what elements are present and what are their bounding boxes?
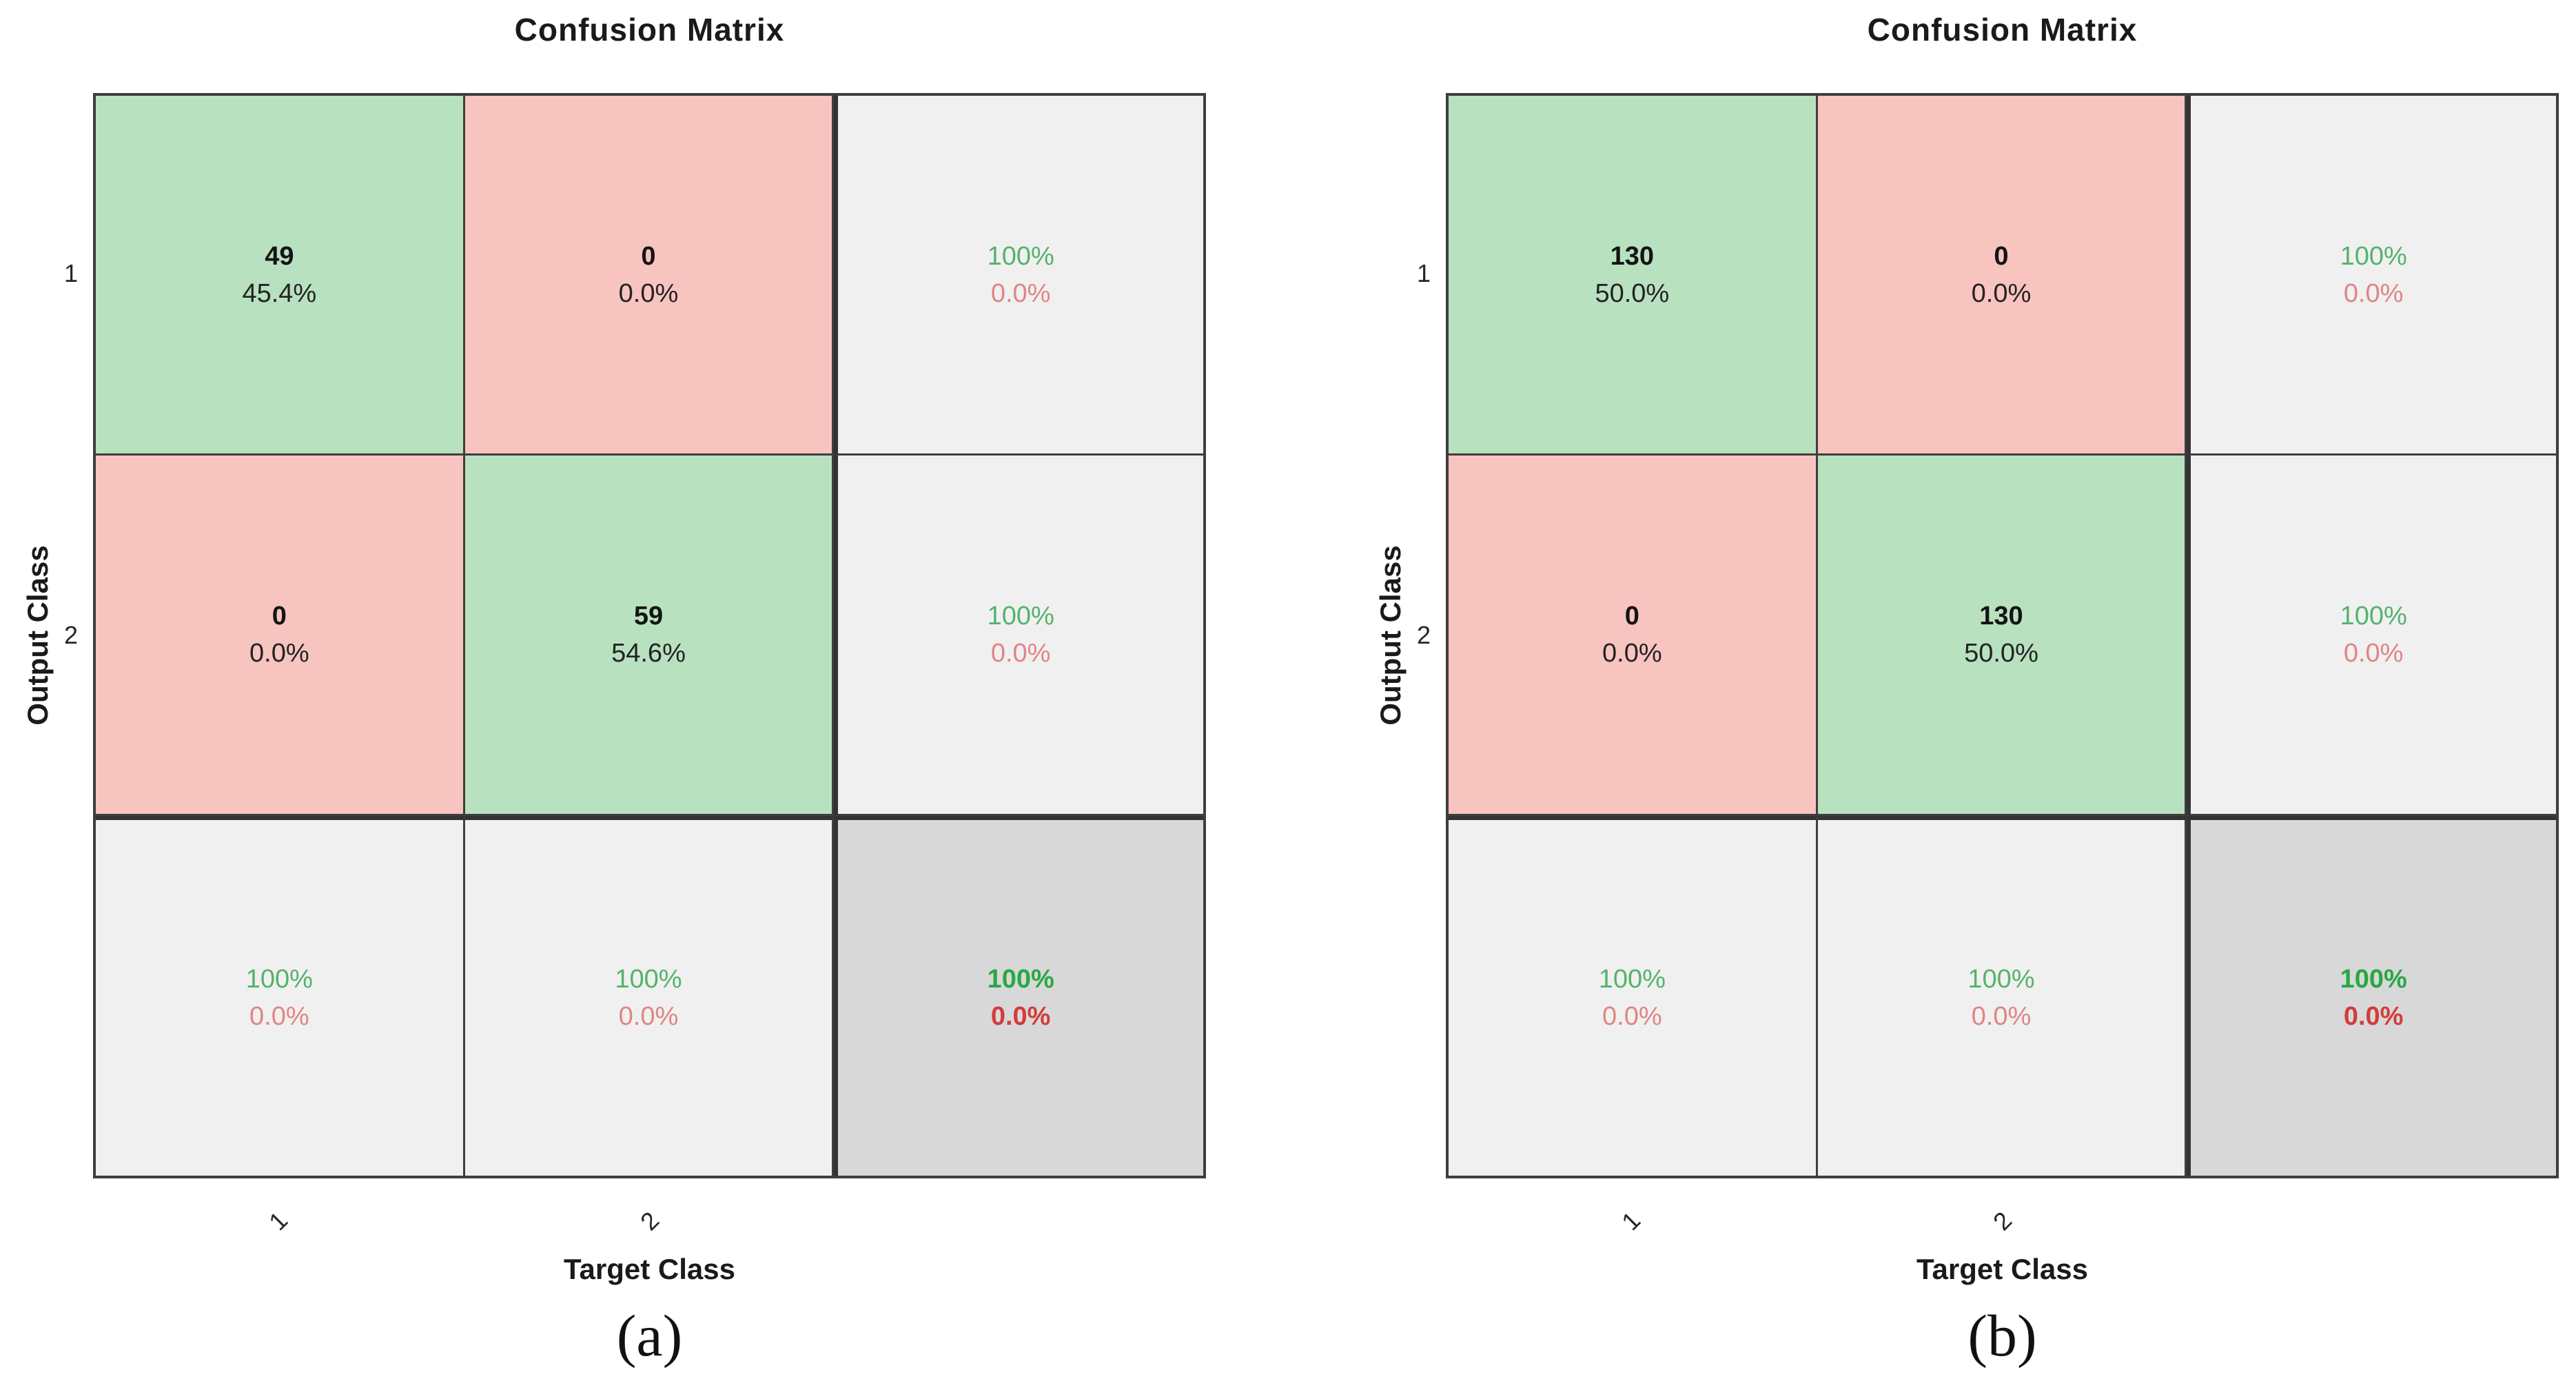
row-summary-cell-r2: 100% 0.0% (2187, 456, 2556, 816)
summary-positive: 100% (1598, 964, 1666, 994)
summary-negative: 0.0% (990, 278, 1051, 308)
x-tick-1: 1 (263, 1206, 294, 1236)
y-axis-label: Output Class (21, 545, 54, 726)
summary-positive: 100% (2340, 601, 2407, 631)
cell-percent: 54.6% (611, 638, 686, 668)
summary-positive: 100% (615, 964, 682, 994)
matrix-cell-r1c1: 49 45.4% (96, 96, 465, 456)
summary-negative: 0.0% (990, 638, 1051, 668)
y-axis-label: Output Class (1374, 545, 1407, 726)
cell-percent: 50.0% (1964, 638, 2038, 668)
summary-positive: 100% (245, 964, 313, 994)
subfigure-caption-b: (b) (1967, 1302, 2037, 1369)
cell-count: 130 (1979, 601, 2023, 631)
cell-count: 0 (1994, 241, 2009, 271)
col-summary-cell-c1: 100% 0.0% (1449, 815, 1818, 1176)
summary-positive: 100% (987, 241, 1054, 271)
row-summary-cell-r2: 100% 0.0% (834, 456, 1203, 816)
summary-positive: 100% (987, 964, 1054, 994)
confusion-matrix-panel-b: Confusion Matrix Output Class 1 2 130 50… (1374, 0, 2559, 1381)
y-tick-1: 1 (63, 259, 78, 287)
chart-title: Confusion Matrix (514, 12, 785, 48)
summary-positive: 100% (2340, 241, 2407, 271)
overall-accuracy-cell: 100% 0.0% (2187, 815, 2556, 1176)
row-summary-cell-r1: 100% 0.0% (834, 96, 1203, 456)
matrix-cell-r2c2: 59 54.6% (464, 456, 835, 816)
summary-positive: 100% (987, 601, 1054, 631)
cell-percent: 0.0% (249, 638, 309, 668)
cell-percent: 0.0% (1602, 638, 1662, 668)
cell-count: 0 (272, 601, 287, 631)
confusion-matrix-grid: 130 50.0% 0 0.0% 100% 0.0% 0 0.0% 130 50… (1446, 93, 2559, 1178)
x-axis-label: Target Class (564, 1253, 735, 1285)
col-summary-cell-c2: 100% 0.0% (1817, 815, 2187, 1176)
cell-count: 0 (1624, 601, 1639, 631)
summary-positive: 100% (2340, 964, 2407, 994)
cell-count: 59 (633, 601, 664, 631)
y-tick-2: 2 (63, 621, 78, 649)
summary-positive: 100% (1967, 964, 2035, 994)
summary-negative: 0.0% (1971, 1001, 2032, 1031)
summary-negative: 0.0% (1602, 1001, 1662, 1031)
summary-negative: 0.0% (618, 1001, 679, 1031)
matrix-cell-r1c2: 0 0.0% (464, 96, 835, 456)
matrix-cell-r1c2: 0 0.0% (1817, 96, 2187, 456)
row-summary-cell-r1: 100% 0.0% (2187, 96, 2556, 456)
summary-negative: 0.0% (249, 1001, 309, 1031)
summary-negative: 0.0% (2343, 638, 2404, 668)
chart-title: Confusion Matrix (1867, 12, 2138, 48)
confusion-matrix-panel-a: Confusion Matrix Output Class 1 2 49 45.… (21, 0, 1206, 1381)
confusion-matrix-grid: 49 45.4% 0 0.0% 100% 0.0% 0 0.0% 59 54.6… (93, 93, 1206, 1178)
x-tick-2: 2 (635, 1206, 665, 1236)
col-summary-cell-c2: 100% 0.0% (464, 815, 835, 1176)
x-tick-1: 1 (1616, 1206, 1646, 1236)
matrix-cell-r2c1: 0 0.0% (96, 456, 465, 816)
matrix-cell-r2c2: 130 50.0% (1817, 456, 2187, 816)
summary-negative: 0.0% (2343, 278, 2404, 308)
y-tick-2: 2 (1416, 621, 1431, 649)
overall-accuracy-cell: 100% 0.0% (834, 815, 1203, 1176)
cell-percent: 0.0% (618, 278, 679, 308)
cell-percent: 45.4% (242, 278, 317, 308)
summary-negative: 0.0% (990, 1001, 1051, 1031)
summary-negative: 0.0% (2343, 1001, 2404, 1031)
cell-count: 130 (1610, 241, 1655, 271)
cell-percent: 0.0% (1971, 278, 2032, 308)
x-axis-label: Target Class (1916, 1253, 2088, 1285)
cell-count: 49 (265, 241, 294, 271)
matrix-cell-r2c1: 0 0.0% (1449, 456, 1818, 816)
subfigure-caption-a: (a) (616, 1302, 683, 1369)
cell-percent: 50.0% (1595, 278, 1670, 308)
x-tick-2: 2 (1987, 1206, 2018, 1236)
y-tick-1: 1 (1416, 259, 1431, 287)
col-summary-cell-c1: 100% 0.0% (96, 815, 465, 1176)
cell-count: 0 (641, 241, 656, 271)
matrix-cell-r1c1: 130 50.0% (1449, 96, 1818, 456)
